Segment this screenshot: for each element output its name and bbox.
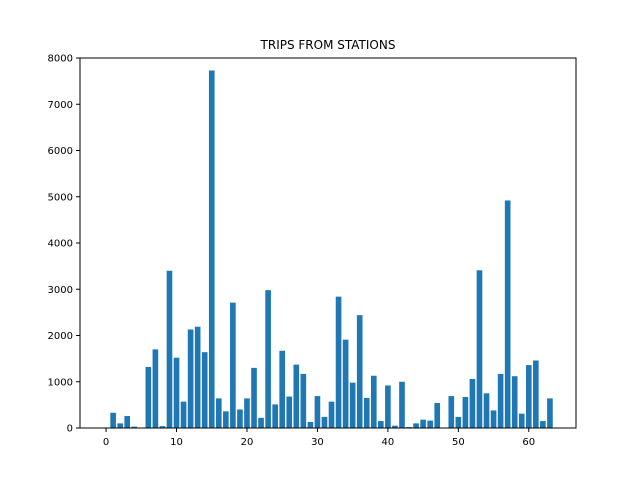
bar-station-50 (455, 416, 462, 428)
bar-station-39 (378, 421, 384, 428)
y-tick-label: 5000 (48, 192, 73, 203)
bar-station-60 (525, 365, 532, 428)
bar-station-31 (321, 416, 328, 428)
bar-station-18 (230, 302, 236, 428)
bar-station-1 (110, 412, 116, 428)
bar-station-11 (180, 401, 187, 428)
bar-station-38 (370, 375, 377, 428)
bar-station-57 (504, 200, 511, 428)
bar-station-44 (413, 423, 419, 428)
bar-station-15 (208, 70, 215, 429)
bar-station-62 (540, 421, 546, 428)
bar-station-28 (300, 373, 307, 428)
y-tick-label: 0 (67, 424, 73, 435)
bar-station-19 (237, 409, 243, 428)
bar-station-22 (258, 417, 264, 428)
x-axis-ticks: 0 10 20 30 40 50 60 (103, 428, 535, 448)
bar-station-34 (342, 339, 349, 428)
bar-station-61 (533, 360, 539, 428)
bar-station-27 (293, 364, 300, 428)
bar-station-2 (117, 423, 123, 428)
bar-station-7 (152, 349, 159, 428)
bar-station-47 (434, 403, 441, 428)
bar-station-8 (159, 426, 166, 428)
bar-station-17 (223, 411, 229, 428)
bar-station-24 (272, 404, 278, 428)
y-tick-label: 2000 (48, 331, 73, 342)
chart-title: TRIPS FROM STATIONS (260, 38, 396, 52)
x-tick-label: 0 (103, 437, 109, 448)
bar-station-63 (547, 398, 553, 428)
plot-frame (79, 57, 577, 429)
bar-station-49 (448, 396, 455, 428)
bar-station-4 (131, 426, 138, 428)
bar-station-14 (201, 352, 208, 428)
bar-station-10 (173, 357, 180, 428)
bar-station-56 (497, 373, 504, 428)
y-tick-label: 1000 (48, 377, 73, 388)
bar-station-53 (476, 270, 483, 428)
bar-station-51 (462, 397, 469, 428)
bar-station-36 (356, 315, 363, 428)
bar-station-45 (420, 419, 426, 428)
bar-station-40 (385, 385, 391, 428)
bar-station-37 (363, 397, 370, 428)
bar-station-23 (265, 290, 271, 428)
bar-station-29 (307, 421, 314, 428)
bar-station-59 (518, 413, 525, 428)
bar-station-35 (349, 382, 356, 428)
x-tick-label: 60 (522, 437, 535, 448)
bar-station-41 (392, 425, 398, 428)
bar-station-55 (490, 410, 497, 428)
bar-station-20 (244, 398, 250, 428)
y-tick-label: 3000 (48, 285, 73, 296)
x-tick-label: 50 (452, 437, 465, 448)
x-tick-label: 20 (241, 437, 254, 448)
bar-station-9 (166, 270, 173, 428)
bar-station-12 (187, 329, 194, 428)
x-tick-label: 30 (311, 437, 324, 448)
y-tick-label: 8000 (48, 54, 73, 65)
bar-station-46 (427, 420, 433, 428)
bar-station-58 (511, 376, 518, 428)
bar-station-25 (279, 350, 286, 428)
x-tick-label: 40 (382, 437, 395, 448)
bar-station-16 (215, 398, 222, 428)
bar-station-21 (251, 367, 257, 428)
bar-station-3 (124, 415, 131, 428)
bar-station-30 (314, 396, 321, 428)
bar-station-54 (483, 393, 490, 428)
y-tick-label: 7000 (48, 100, 73, 111)
bar-station-6 (145, 366, 152, 428)
bar-station-13 (194, 326, 201, 428)
y-axis-ticks: 0 1000 2000 3000 4000 5000 6000 7000 8000 (48, 54, 80, 435)
bar-station-42 (399, 381, 405, 428)
y-tick-label: 4000 (48, 239, 73, 250)
bar-station-33 (335, 296, 342, 428)
bars (110, 70, 553, 429)
x-tick-label: 10 (170, 437, 183, 448)
bar-station-52 (469, 378, 476, 428)
bar-station-26 (286, 396, 293, 428)
bar-station-32 (328, 401, 335, 428)
y-tick-label: 6000 (48, 146, 73, 157)
